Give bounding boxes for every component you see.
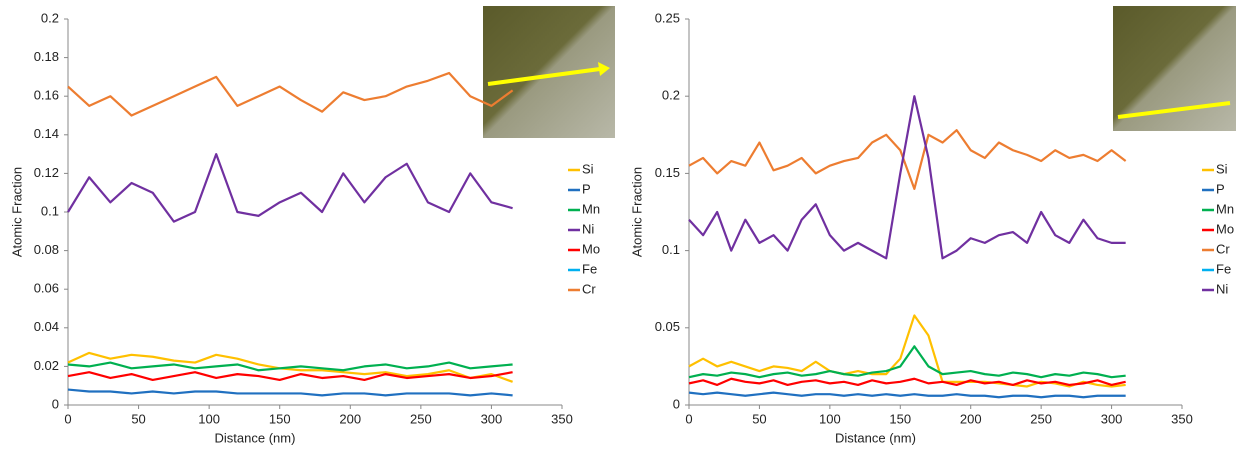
legend-label: Mn: [1216, 201, 1234, 216]
y-tick-label: 0.16: [34, 88, 59, 103]
x-axis-label: Distance (nm): [215, 430, 296, 445]
legend-label: Cr: [1216, 241, 1230, 256]
y-tick-label: 0.04: [34, 319, 59, 334]
y-tick-label: 0.2: [41, 10, 59, 25]
x-tick-label: 200: [339, 411, 361, 426]
x-tick-label: 0: [685, 411, 692, 426]
y-tick-label: 0: [52, 396, 59, 411]
inset-image: [483, 6, 615, 138]
x-tick-label: 50: [752, 411, 766, 426]
x-tick-label: 300: [1101, 411, 1123, 426]
data-line: [67, 371, 513, 382]
data-line: [688, 391, 1126, 399]
legend-label: Mo: [582, 241, 600, 256]
legend-label: Ni: [1216, 281, 1228, 296]
y-tick-label: 0.15: [655, 165, 680, 180]
x-tick-label: 150: [269, 411, 291, 426]
legend-label: Mo: [1216, 221, 1234, 236]
y-tick-label: 0.02: [34, 358, 59, 373]
x-tick-label: 250: [1030, 411, 1052, 426]
legend-label: Fe: [1216, 261, 1231, 276]
x-tick-label: 150: [889, 411, 911, 426]
legend-label: Mn: [582, 201, 600, 216]
x-tick-label: 350: [1171, 411, 1193, 426]
legend-label: Si: [582, 161, 594, 176]
y-tick-label: 0.08: [34, 242, 59, 257]
legend-label: Si: [1216, 161, 1228, 176]
y-tick-label: 0.06: [34, 281, 59, 296]
y-tick-label: 0.1: [41, 203, 59, 218]
x-tick-label: 300: [481, 411, 503, 426]
y-axis-label: Atomic Fraction: [9, 167, 24, 257]
x-tick-label: 350: [551, 411, 573, 426]
data-line: [67, 71, 514, 117]
legend-label: Cr: [582, 281, 596, 296]
data-line: [688, 377, 1126, 387]
x-tick-label: 100: [819, 411, 841, 426]
x-tick-label: 100: [198, 411, 220, 426]
legend-label: P: [582, 181, 591, 196]
data-line: [688, 345, 1126, 379]
x-tick-label: 200: [960, 411, 982, 426]
y-tick-label: 0.05: [655, 319, 680, 334]
x-tick-label: 0: [64, 411, 71, 426]
y-tick-label: 0.12: [34, 165, 59, 180]
y-tick-label: 0.2: [662, 88, 680, 103]
data-line: [688, 129, 1127, 190]
data-line: [67, 351, 513, 383]
y-tick-label: 0.1: [662, 242, 680, 257]
data-line: [688, 95, 1126, 260]
y-axis-label: Atomic Fraction: [629, 167, 644, 257]
legend-label: P: [1216, 181, 1225, 196]
y-tick-label: 0: [673, 396, 680, 411]
data-line: [67, 388, 513, 397]
data-line: [67, 153, 513, 223]
legend-label: Ni: [582, 221, 594, 236]
inset-image: [1113, 6, 1236, 131]
y-tick-label: 0.25: [655, 10, 680, 25]
y-tick-label: 0.14: [34, 126, 59, 141]
data-line: [67, 361, 513, 372]
x-tick-label: 50: [131, 411, 145, 426]
x-axis-label: Distance (nm): [835, 430, 916, 445]
y-tick-label: 0.18: [34, 49, 59, 64]
legend-label: Fe: [582, 261, 597, 276]
x-tick-label: 250: [410, 411, 432, 426]
